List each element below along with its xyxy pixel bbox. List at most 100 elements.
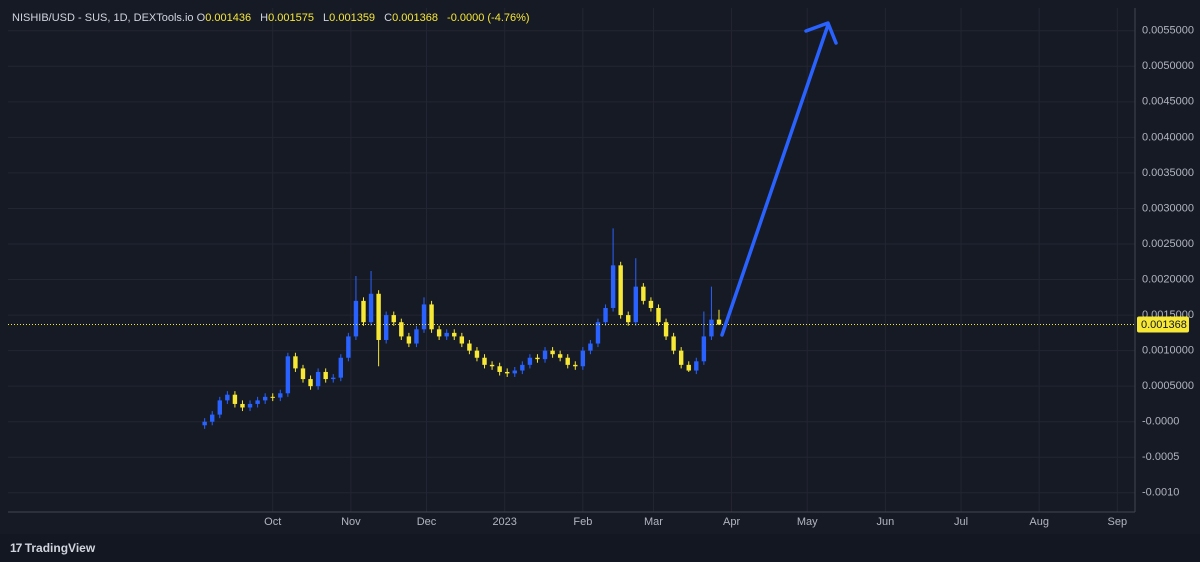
change: -0.0000 (-4.76%) [447, 12, 530, 24]
candle-body [285, 356, 291, 394]
candle-body [482, 357, 487, 365]
candle-body [701, 336, 707, 362]
candle-body [331, 377, 336, 380]
y-tick-label: 0.0040000 [1142, 131, 1194, 143]
y-tick-label: 0.0030000 [1142, 202, 1194, 214]
candle-body [436, 329, 442, 337]
y-tick-label: 0.0005000 [1142, 380, 1194, 392]
candle-body [505, 371, 510, 374]
candle-body [663, 322, 669, 337]
candle-body [232, 394, 238, 404]
y-tick-label: 0.0045000 [1142, 96, 1194, 108]
candle-body [626, 315, 631, 323]
candle-body [323, 371, 328, 380]
candle-body [361, 300, 366, 323]
y-tick-label: 0.0035000 [1142, 167, 1194, 179]
candle-body [520, 364, 525, 371]
candle-body [262, 396, 268, 401]
candle-body [535, 357, 540, 360]
logo: 17 [10, 541, 22, 555]
ohlc-value: 0.001359 [329, 12, 376, 24]
legend-header: NISHIB/USD - SUS, 1D, DEXTools.io O0.001… [12, 12, 536, 24]
ohlc-value: 0.001575 [268, 12, 314, 24]
y-tick-label: 0.0020000 [1142, 273, 1194, 285]
candle-body [270, 396, 275, 398]
ohlc-value: 0.001368 [392, 12, 438, 24]
ohlc-key: L [323, 12, 330, 24]
candle-body [557, 354, 563, 358]
candle-body [240, 403, 245, 408]
candle-body [368, 293, 374, 323]
candle-body [686, 364, 691, 371]
x-tick-label: Apr [723, 516, 740, 528]
x-tick-label: 2023 [492, 516, 516, 528]
y-tick-label: -0.0000 [1142, 416, 1179, 428]
candle-body [497, 366, 502, 372]
candle-body [474, 350, 480, 358]
candle-body [641, 286, 646, 301]
candle-body [709, 319, 714, 337]
candle-body [346, 336, 351, 358]
candle-body [421, 304, 427, 330]
y-tick-label: 0.0010000 [1142, 345, 1194, 357]
candle-body [618, 265, 623, 316]
x-tick-label: Sep [1108, 516, 1128, 528]
candle-body [671, 336, 676, 351]
candle-body [588, 343, 593, 351]
candle-body [255, 400, 260, 404]
candle-body [429, 304, 434, 330]
ohlc-key: C [384, 12, 393, 24]
x-tick-label: Aug [1029, 516, 1049, 528]
x-tick-label: Oct [264, 516, 281, 528]
y-tick-label: -0.0005 [1142, 451, 1179, 463]
candle-body [391, 315, 396, 323]
x-tick-label: Dec [417, 516, 437, 528]
candle-body [527, 357, 533, 365]
y-tick-label: -0.0010 [1142, 487, 1179, 499]
candle-body [444, 332, 449, 337]
candle-body [512, 370, 517, 374]
candle-body [315, 371, 321, 387]
axis-labels: 0.0055000 0.0050000 0.0045000 0.0040000 0.00… [264, 25, 1194, 528]
candle-body [467, 343, 472, 351]
candle-body [399, 322, 404, 337]
candle-body [353, 300, 359, 337]
candle-body [656, 307, 661, 323]
candles [8, 228, 1135, 429]
price-label-box [1137, 316, 1189, 333]
ohlc-key: H [260, 12, 269, 24]
candle-body [565, 357, 570, 365]
symbol: NISHIB/USD - SUS, 1D, DEXTools.io [12, 12, 194, 24]
y-tick-label: 0.0025000 [1142, 238, 1194, 250]
candle-body [300, 368, 306, 380]
candle-body [308, 379, 313, 387]
brand-name: TradingView [24, 541, 96, 555]
ohlc-value: 0.001436 [205, 12, 252, 24]
candle-body [459, 336, 465, 344]
candle-body [338, 357, 344, 378]
x-tick-label: May [797, 516, 818, 528]
candle-body [580, 350, 586, 367]
candle-body [678, 350, 684, 365]
y-tick-label: 0.0050000 [1142, 60, 1194, 72]
candle-body [633, 286, 638, 323]
candle-body [247, 403, 253, 408]
candle-body [648, 300, 654, 308]
candle-body [293, 356, 298, 369]
candle-body [610, 265, 616, 308]
x-tick-label: Nov [341, 516, 361, 528]
candle-body [414, 329, 419, 344]
candle-body [716, 319, 722, 325]
candle-body [573, 364, 578, 367]
candle-body [376, 293, 381, 340]
candle-body [383, 315, 389, 340]
candle-body [603, 307, 608, 323]
candle-body [595, 322, 601, 344]
x-tick-label: Mar [644, 516, 663, 528]
candle-body [217, 400, 222, 415]
candle-body [225, 394, 230, 401]
candle-body [550, 350, 555, 355]
